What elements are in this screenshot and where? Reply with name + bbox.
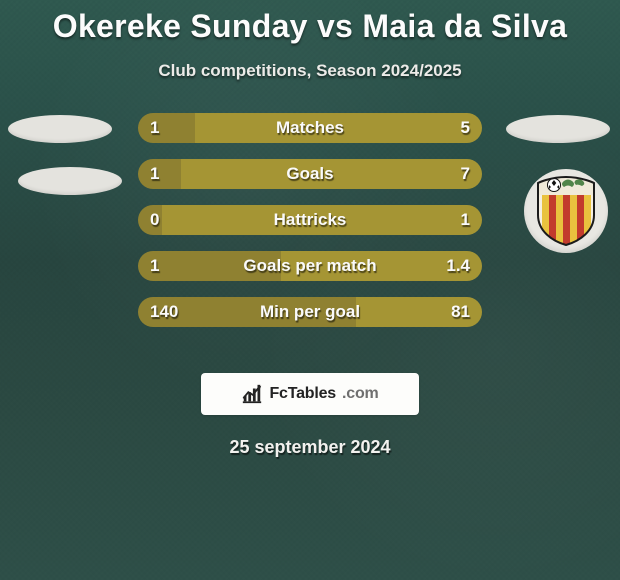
brand-card: FcTables .com [201, 373, 419, 415]
stat-right-bar [181, 159, 482, 189]
stat-right-bar [281, 251, 482, 281]
subtitle: Club competitions, Season 2024/2025 [0, 61, 620, 81]
bar-chart-icon [241, 383, 263, 405]
stat-right-bar [356, 297, 482, 327]
brand-name: FcTables [269, 385, 336, 403]
stat-row: 17Goals [138, 159, 482, 189]
stat-right-bar [162, 205, 482, 235]
page-title: Okereke Sunday vs Maia da Silva [0, 8, 620, 45]
right-club-crest [524, 169, 608, 253]
stat-row: 01Hattricks [138, 205, 482, 235]
stat-left-bar [138, 159, 181, 189]
brand-domain: .com [342, 385, 379, 403]
stat-left-bar [138, 297, 356, 327]
stat-bars: 15Matches 17Goals 01Hattricks 11.4Goals per… [138, 113, 482, 343]
content-wrap: Okereke Sunday vs Maia da Silva Club com… [0, 0, 620, 458]
left-badge-placeholder-2 [18, 167, 122, 195]
shield-icon [534, 175, 598, 247]
stat-row: 11.4Goals per match [138, 251, 482, 281]
stat-row: 14081Min per goal [138, 297, 482, 327]
stat-left-bar [138, 113, 195, 143]
stat-right-bar [195, 113, 482, 143]
comparison-arena: 15Matches 17Goals 01Hattricks 11.4Goals per… [0, 109, 620, 359]
left-badge-placeholder-1 [8, 115, 112, 143]
right-badge-placeholder-1 [506, 115, 610, 143]
stat-row: 15Matches [138, 113, 482, 143]
stat-left-bar [138, 205, 162, 235]
snapshot-date: 25 september 2024 [0, 437, 620, 458]
stat-left-bar [138, 251, 281, 281]
